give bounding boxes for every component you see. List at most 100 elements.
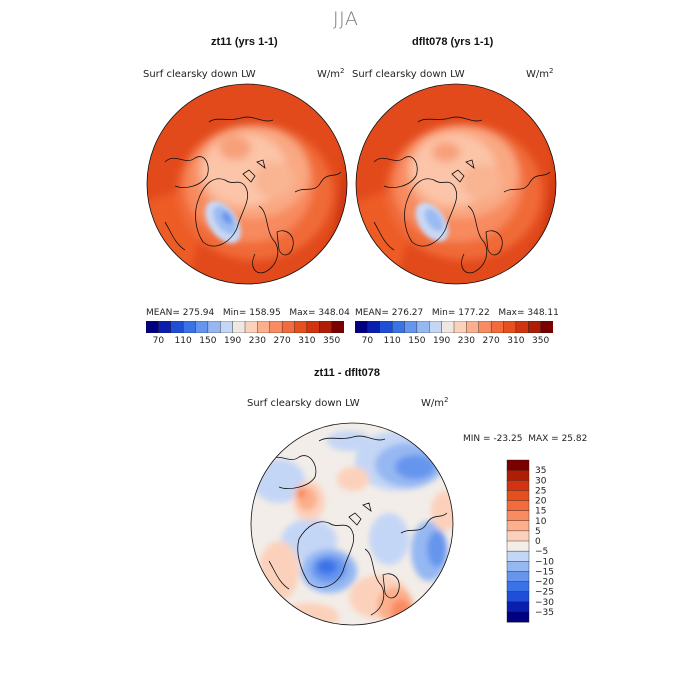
colorbar-swatch [269,321,283,333]
colorbar-swatch [429,321,443,333]
colorbar-swatch [540,321,553,333]
colorbar-swatch [391,321,406,333]
variable-label: Surf clearsky down LW [247,398,360,409]
colorbar-swatch [146,321,159,333]
colorbar-ticks: 70 110 150 190 230 270 310 350 [146,336,344,348]
colorbar-tick-label: −30 [535,598,554,608]
colorbar-tick-label: 15 [535,507,546,517]
polar-map [355,83,557,285]
colorbar-swatch [319,321,333,333]
colorbar-swatch [506,540,530,552]
colorbar-tick-label: 150 [408,336,426,346]
colorbar-tick-label: −5 [535,547,548,557]
colorbar-tick-label: 230 [248,336,266,346]
colorbar-swatch [506,480,530,491]
colorbar-swatch [506,611,530,623]
colorbar-swatch [503,321,517,333]
colorbar-tick-label: 270 [273,336,291,346]
variable-label: Surf clearsky down LW [143,69,256,80]
polar-map [146,83,348,285]
season-title: JJA [333,8,359,30]
field-contours [147,84,347,284]
coastlines [268,435,448,624]
colorbar-swatch [466,321,480,333]
colorbar-swatch [506,510,530,522]
colorbar-tick-label: −10 [535,557,554,567]
panel-title: zt11 (yrs 1-1) [211,36,278,48]
colorbar-tick-label: 110 [383,336,401,346]
colorbar-tick-label: 70 [152,336,165,346]
colorbar-swatch [195,321,209,333]
colorbar-tick-label: 35 [535,466,546,476]
colorbar-tick-label: 190 [433,336,451,346]
colorbar-tick-label: 0 [535,537,541,547]
colorbar-swatch [170,321,184,333]
colorbar-swatch [158,321,172,333]
colorbar-swatch [182,321,197,333]
panel-title: zt11 - dflt078 [314,367,381,379]
colorbar-swatch [281,321,296,333]
diff-stats: MIN = -23.25 MAX = 25.82 [463,434,588,444]
colorbar-swatch [506,469,530,481]
colorbar-tick-label: 20 [535,497,547,507]
colorbar-swatch [506,490,530,502]
colorbar-swatch [528,321,542,333]
polar-map [250,422,454,626]
units-label: W/m2 [317,67,345,80]
colorbar-tick-label: 110 [174,336,192,346]
colorbar-tick-label: 150 [199,336,217,346]
colorbar-swatch [478,321,492,333]
colorbar-tick-label: 30 [535,476,547,486]
colorbar-swatch [453,321,467,333]
colorbar-swatch [220,321,234,333]
colorbar-swatch [379,321,393,333]
colorbar-swatch [506,459,530,471]
units-label: W/m2 [526,67,554,80]
field-stats: MEAN= 275.94 Min= 158.95 Max= 348.04 [146,308,350,318]
colorbar-tick-label: 25 [535,486,546,496]
colorbar-tick-label: 310 [507,336,525,346]
colorbar-swatch [306,321,320,333]
colorbar-swatch [506,500,530,512]
colorbar-swatch [355,321,368,333]
colorbar-swatch [506,581,530,593]
colorbar-tick-label: −20 [535,578,554,588]
field-stats: MEAN= 276.27 Min= 177.22 Max= 348.11 [355,308,559,318]
colorbar-swatch [506,591,530,603]
colorbar-tick-label: 350 [323,336,341,346]
colorbar-tick-label: −15 [535,567,554,577]
colorbar-ticks: 70 110 150 190 230 270 310 350 [355,336,553,348]
colorbar-swatch [232,321,246,333]
colorbar-swatch [404,321,418,333]
colorbar-tick-label: 5 [535,527,541,537]
colorbar-swatch [506,520,530,532]
panel-title: dflt078 (yrs 1-1) [412,36,494,48]
colorbar-swatch [257,321,271,333]
colorbar-swatch [490,321,505,333]
colorbar-swatch [244,321,258,333]
colorbar-tick-label: −25 [535,588,554,598]
variable-label: Surf clearsky down LW [352,69,465,80]
colorbar-swatch [367,321,381,333]
colorbar-swatch [506,571,530,583]
field-contours [356,84,556,284]
colorbar-swatch [207,321,221,333]
units-label: W/m2 [421,396,449,409]
colorbar-swatch [506,530,530,542]
colorbar-swatch [416,321,430,333]
colorbar-tick-label: 190 [224,336,242,346]
colorbar [146,321,344,333]
colorbar-swatch [506,550,530,562]
colorbar-tick-label: 350 [532,336,550,346]
colorbar-tick-label: 270 [482,336,500,346]
colorbar-tick-label: 310 [298,336,316,346]
colorbar-tick-label: 70 [361,336,374,346]
colorbar-tick-label: 230 [457,336,475,346]
colorbar-swatch [294,321,308,333]
colorbar-swatch [331,321,344,333]
colorbar-swatch [506,561,530,572]
colorbar-swatch [506,601,530,613]
colorbar-tick-label: 10 [535,517,547,527]
colorbar-tick-label: −35 [535,608,554,618]
